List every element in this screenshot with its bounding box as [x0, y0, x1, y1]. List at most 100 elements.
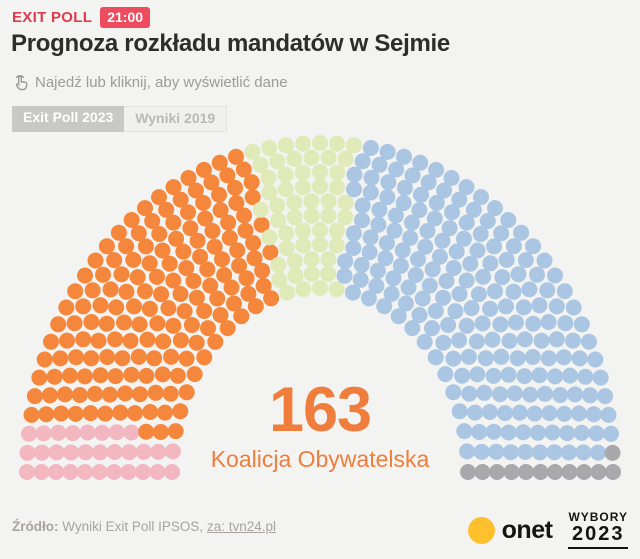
seat-dot-trzecia-droga[interactable]	[287, 267, 304, 284]
seat-dot-konfederacja[interactable]	[489, 464, 505, 480]
seat-dot-pis[interactable]	[387, 207, 404, 224]
seat-dot-koalicja-obywatelska[interactable]	[144, 213, 161, 229]
seat-dot-pis[interactable]	[487, 283, 503, 300]
seat-dot-pis[interactable]	[571, 350, 588, 367]
seat-dot-pis[interactable]	[444, 204, 460, 221]
seat-dot-pis[interactable]	[590, 444, 606, 461]
seat-dot-trzecia-droga[interactable]	[312, 222, 328, 238]
seat-dot-koalicja-obywatelska[interactable]	[262, 244, 279, 261]
seat-dot-trzecia-droga[interactable]	[295, 135, 311, 152]
seat-dot-koalicja-obywatelska[interactable]	[112, 404, 129, 421]
seat-dot-konfederacja[interactable]	[532, 464, 549, 480]
seat-dot-pis[interactable]	[577, 368, 594, 385]
seat-dot-koalicja-obywatelska[interactable]	[101, 386, 118, 403]
seat-dot-koalicja-obywatelska[interactable]	[38, 406, 55, 423]
seat-dot-pis[interactable]	[485, 367, 502, 384]
seat-dot-trzecia-droga[interactable]	[260, 169, 277, 186]
seat-dot-trzecia-droga[interactable]	[286, 253, 303, 270]
seat-dot-pis[interactable]	[379, 189, 396, 206]
seat-dot-pis[interactable]	[360, 290, 377, 307]
seat-dot-koalicja-obywatelska[interactable]	[158, 201, 175, 218]
seat-dot-pis[interactable]	[412, 154, 429, 171]
seat-dot-pis[interactable]	[560, 444, 577, 461]
seat-dot-trzecia-droga[interactable]	[278, 225, 295, 242]
seat-dot-pis[interactable]	[516, 368, 533, 385]
seat-dot-koalicja-obywatelska[interactable]	[175, 243, 192, 260]
seat-dot-pis[interactable]	[585, 406, 602, 423]
seat-dot-lewica[interactable]	[106, 464, 122, 480]
seat-dot-trzecia-droga[interactable]	[328, 237, 345, 254]
seat-dot-pis[interactable]	[414, 290, 431, 307]
seat-dot-koalicja-obywatelska[interactable]	[160, 300, 177, 317]
seat-dot-pis[interactable]	[337, 253, 354, 270]
seat-dot-koalicja-obywatelska[interactable]	[98, 315, 115, 332]
seat-dot-koalicja-obywatelska[interactable]	[23, 406, 40, 423]
seat-dot-koalicja-obywatelska[interactable]	[244, 189, 261, 206]
seat-dot-pis[interactable]	[481, 404, 498, 420]
seat-dot-koalicja-obywatelska[interactable]	[220, 214, 237, 231]
seat-dot-trzecia-droga[interactable]	[328, 281, 345, 298]
seat-dot-pis[interactable]	[376, 298, 393, 315]
seat-dot-trzecia-droga[interactable]	[312, 280, 328, 296]
seat-dot-koalicja-obywatelska[interactable]	[110, 224, 127, 241]
seat-dot-pis[interactable]	[465, 201, 482, 218]
seat-dot-koalicja-obywatelska[interactable]	[123, 366, 140, 383]
seat-dot-pis[interactable]	[362, 184, 379, 201]
seat-dot-lewica[interactable]	[150, 443, 167, 460]
seat-dot-pis[interactable]	[420, 174, 437, 191]
seat-dot-koalicja-obywatelska[interactable]	[183, 317, 200, 333]
seat-dot-pis[interactable]	[541, 405, 558, 422]
seat-dot-pis[interactable]	[505, 283, 522, 300]
seat-dot-pis[interactable]	[459, 443, 476, 460]
seat-dot-pis[interactable]	[493, 348, 510, 365]
seat-dot-trzecia-droga[interactable]	[270, 212, 286, 229]
seat-dot-koalicja-obywatelska[interactable]	[148, 268, 165, 285]
seat-dot-koalicja-obywatelska[interactable]	[46, 368, 63, 385]
seat-dot-koalicja-obywatelska[interactable]	[43, 333, 59, 350]
seat-dot-koalicja-obywatelska[interactable]	[118, 238, 135, 255]
seat-dot-trzecia-droga[interactable]	[261, 229, 278, 246]
seat-dot-koalicja-obywatelska[interactable]	[197, 210, 214, 227]
seat-dot-trzecia-droga[interactable]	[337, 150, 354, 167]
seat-dot-koalicja-obywatelska[interactable]	[189, 232, 206, 249]
seat-dot-pis[interactable]	[477, 350, 494, 367]
seat-dot-pis[interactable]	[508, 314, 524, 331]
seat-dot-pis[interactable]	[544, 424, 561, 441]
seat-dot-pis[interactable]	[524, 349, 541, 365]
seat-dot-koalicja-obywatelska[interactable]	[130, 348, 147, 365]
seat-dot-pis[interactable]	[427, 349, 444, 366]
seat-dot-koalicja-obywatelska[interactable]	[130, 225, 147, 242]
seat-dot-koalicja-obywatelska[interactable]	[83, 314, 100, 330]
seat-dot-lewica[interactable]	[77, 444, 94, 461]
seat-dot-konfederacja[interactable]	[503, 464, 520, 480]
seat-dot-koalicja-obywatelska[interactable]	[117, 385, 134, 402]
seat-dot-pis[interactable]	[468, 333, 485, 350]
seat-dot-koalicja-obywatelska[interactable]	[246, 250, 263, 267]
seat-dot-koalicja-obywatelska[interactable]	[71, 387, 88, 403]
seat-dot-koalicja-obywatelska[interactable]	[195, 161, 212, 178]
seat-dot-pis[interactable]	[455, 230, 472, 247]
seat-dot-pis[interactable]	[403, 214, 420, 231]
seat-dot-koalicja-obywatelska[interactable]	[172, 286, 189, 302]
seat-dot-trzecia-droga[interactable]	[270, 257, 287, 273]
seat-dot-koalicja-obywatelska[interactable]	[97, 405, 114, 422]
seat-dot-konfederacja[interactable]	[518, 464, 534, 480]
seat-dot-pis[interactable]	[400, 279, 417, 296]
seat-dot-koalicja-obywatelska[interactable]	[192, 248, 209, 265]
seat-dot-pis[interactable]	[371, 201, 388, 218]
seat-dot-pis[interactable]	[485, 423, 502, 440]
seat-dot-trzecia-droga[interactable]	[320, 251, 337, 268]
seat-dot-pis[interactable]	[482, 300, 499, 317]
seat-dot-pis[interactable]	[517, 252, 534, 269]
seat-dot-koalicja-obywatelska[interactable]	[219, 167, 236, 184]
seat-dot-pis[interactable]	[435, 289, 452, 306]
seat-dot-koalicja-obywatelska[interactable]	[98, 238, 115, 255]
seat-dot-pis[interactable]	[392, 257, 409, 274]
seat-dot-koalicja-obywatelska[interactable]	[228, 148, 244, 165]
seat-dot-pis[interactable]	[336, 267, 353, 284]
seat-dot-koalicja-obywatelska[interactable]	[254, 262, 271, 279]
seat-dot-pis[interactable]	[475, 268, 492, 285]
seat-dot-koalicja-obywatelska[interactable]	[153, 286, 170, 303]
seat-dot-pis[interactable]	[428, 161, 445, 178]
seat-dot-koalicja-obywatelska[interactable]	[67, 283, 84, 300]
